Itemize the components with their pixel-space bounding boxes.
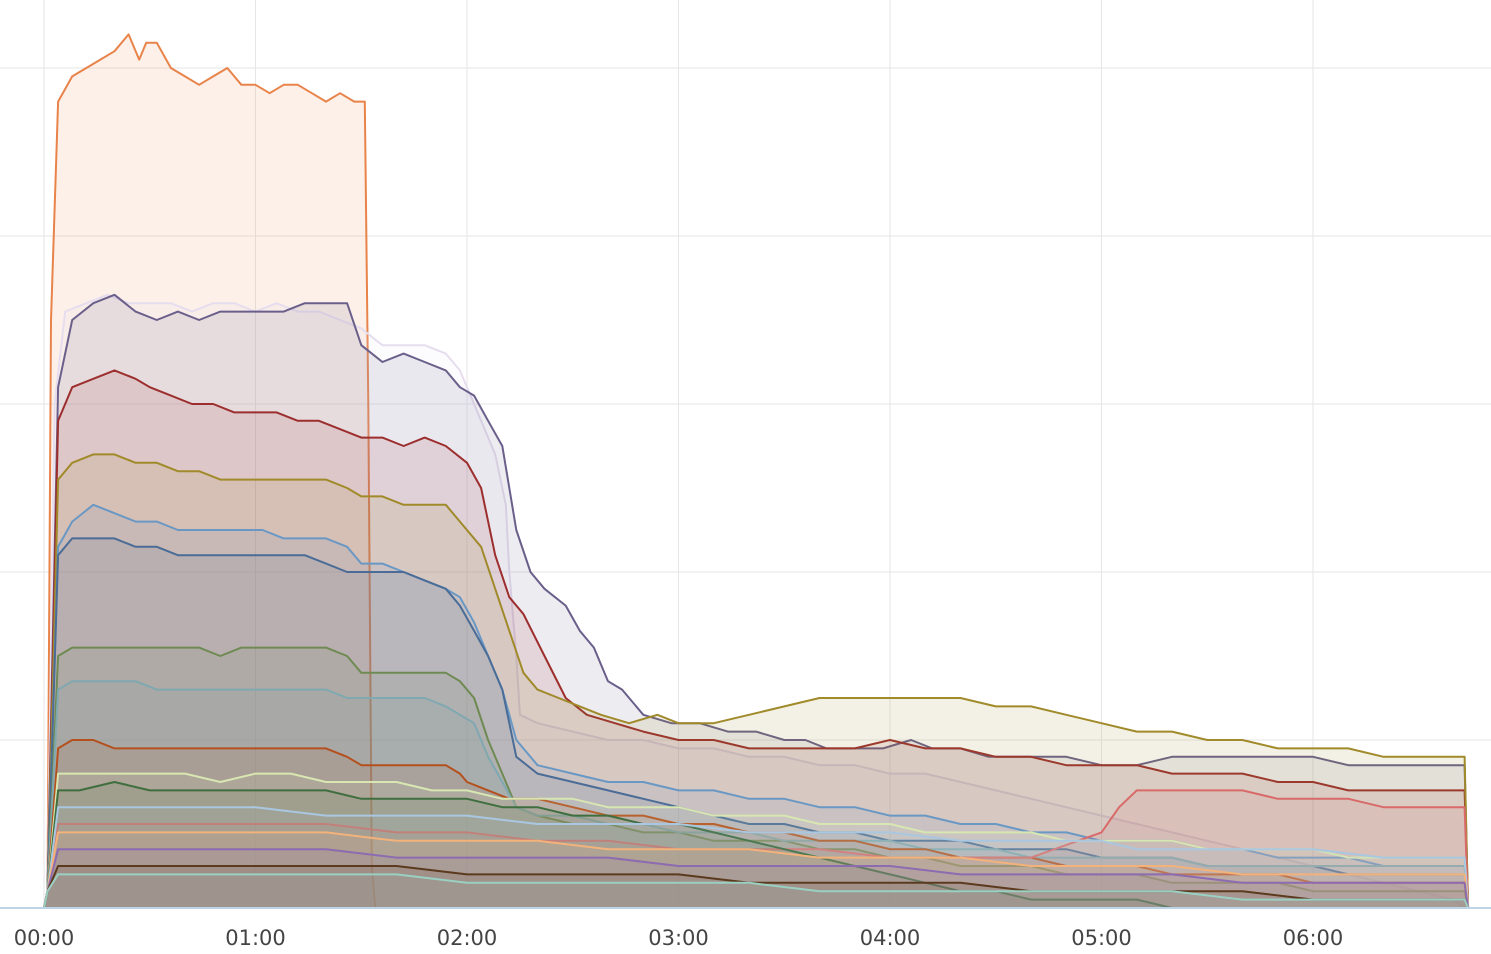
series-line-15[interactable] <box>43 848 1470 909</box>
series-line-9[interactable] <box>43 739 1470 909</box>
x-tick-label-6: 06:00 <box>1283 926 1344 950</box>
series-line-2[interactable] <box>43 293 1470 909</box>
x-tick-label-0: 00:00 <box>14 926 75 950</box>
series-area-4 <box>44 454 1469 908</box>
x-tick-label-5: 05:00 <box>1071 926 1132 950</box>
series-line-13[interactable] <box>43 806 1470 909</box>
series-line-8[interactable] <box>43 680 1470 909</box>
series-area-3 <box>44 370 1469 908</box>
series-area-2 <box>44 294 1469 908</box>
series-line-0[interactable] <box>43 33 377 909</box>
series-area-14 <box>44 832 1469 908</box>
series-area-12 <box>44 782 1172 908</box>
x-tick-label-3: 03:00 <box>648 926 709 950</box>
series-line-1[interactable] <box>43 293 1466 909</box>
x-axis-ticks: 00:00 01:00 02:00 03:00 04:00 05:00 06:00 <box>14 926 1344 950</box>
series-area-16 <box>44 866 1469 908</box>
series-area-1 <box>44 294 1465 908</box>
series-line-7[interactable] <box>43 646 1470 909</box>
x-tick-label-2: 02:00 <box>437 926 498 950</box>
series-layer <box>43 33 1470 909</box>
series-area-13 <box>44 807 1469 908</box>
series-area-15 <box>44 849 1469 908</box>
series-area-17 <box>44 874 1469 908</box>
series-line-14[interactable] <box>43 831 1470 909</box>
series-line-3[interactable] <box>43 369 1470 909</box>
series-line-4[interactable] <box>43 453 1470 909</box>
series-line-17[interactable] <box>43 873 1470 909</box>
series-area-5 <box>44 504 1469 908</box>
x-tick-label-4: 04:00 <box>860 926 921 950</box>
grid-layer <box>0 0 1491 908</box>
series-area-8 <box>44 681 1469 908</box>
series-area-7 <box>44 647 1469 908</box>
x-tick-label-1: 01:00 <box>225 926 286 950</box>
